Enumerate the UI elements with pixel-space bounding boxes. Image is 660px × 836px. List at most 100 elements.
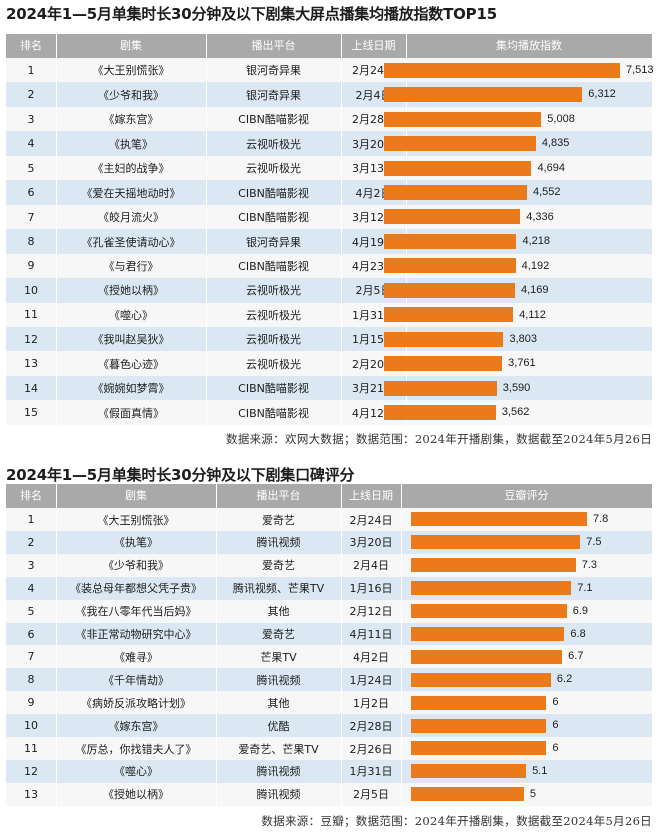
column-divider bbox=[206, 82, 207, 108]
column-divider bbox=[206, 351, 207, 377]
bar bbox=[384, 307, 514, 323]
column-header: 播出平台 bbox=[251, 39, 296, 52]
drama-cell: 《假面真情》 bbox=[98, 406, 164, 420]
data-label: 4,169 bbox=[520, 284, 549, 297]
rank-cell: 4 bbox=[27, 137, 35, 151]
column-header: 播出平台 bbox=[256, 489, 301, 502]
rank-cell: 7 bbox=[27, 650, 35, 664]
column-divider bbox=[56, 302, 57, 328]
column-header: 上线日期 bbox=[351, 39, 396, 52]
column-divider bbox=[206, 326, 207, 352]
column-divider bbox=[206, 375, 207, 401]
column-divider bbox=[56, 326, 57, 352]
platform-cell: 腾讯视频 bbox=[256, 673, 301, 687]
bar bbox=[384, 62, 620, 78]
column-divider bbox=[341, 278, 342, 303]
column-divider bbox=[56, 278, 57, 303]
rank-cell: 1 bbox=[27, 63, 35, 77]
rank-cell: 11 bbox=[24, 308, 38, 322]
drama-cell: 《爱在天摇地动时》 bbox=[81, 186, 181, 200]
column-divider bbox=[341, 180, 342, 205]
rank-cell: 6 bbox=[27, 186, 35, 200]
column-divider bbox=[56, 782, 57, 806]
rank-cell: 13 bbox=[24, 787, 38, 801]
platform-cell: 云视听极光 bbox=[246, 357, 301, 371]
column-divider bbox=[401, 737, 402, 761]
rank-cell: 13 bbox=[24, 357, 38, 371]
column-divider bbox=[56, 400, 57, 426]
column-divider bbox=[56, 645, 57, 669]
column-divider bbox=[56, 58, 57, 83]
rank-cell: 8 bbox=[27, 673, 35, 687]
rank-cell: 12 bbox=[24, 764, 38, 778]
table-row: 9 《病娇反派攻略计划》 其他 1月2日 6 bbox=[6, 691, 652, 715]
bar bbox=[384, 87, 583, 103]
column-divider bbox=[206, 58, 207, 83]
column-divider bbox=[56, 622, 57, 646]
bar bbox=[411, 764, 527, 779]
column-divider bbox=[216, 737, 217, 761]
table-row: 7 《难寻》 芒果TV 4月2日 6.7 bbox=[6, 645, 652, 669]
column-divider bbox=[401, 484, 402, 508]
column-divider bbox=[216, 599, 217, 623]
column-divider bbox=[56, 351, 57, 377]
column-header: 集均播放指数 bbox=[496, 39, 562, 52]
rank-cell: 8 bbox=[27, 235, 35, 249]
column-divider bbox=[401, 691, 402, 715]
rank-cell: 5 bbox=[27, 604, 35, 618]
platform-cell: 银河奇异果 bbox=[246, 64, 301, 78]
drama-cell: 《非正常动物研究中心》 bbox=[75, 628, 197, 642]
date-cell: 4月2日 bbox=[355, 186, 392, 200]
column-divider bbox=[341, 576, 342, 600]
table-1: 排名 剧集 播出平台 上线日期 集均播放指数 1 《大王别慌张》 银河奇异果 2月24日 7,51… bbox=[6, 34, 654, 426]
table-2: 排名 剧集 播出平台 上线日期 豆瓣评分 1 《大王别慌张》 爱奇艺 2月24日 7.8 2 《执笔》… bbox=[6, 484, 652, 806]
column-divider bbox=[56, 82, 57, 108]
column-divider bbox=[341, 302, 342, 328]
data-label: 5,008 bbox=[547, 112, 575, 125]
drama-cell: 《嫁东宫》 bbox=[103, 113, 159, 127]
platform-cell: CIBN酷喵影视 bbox=[238, 211, 309, 225]
date-cell: 2月4日 bbox=[353, 559, 389, 573]
column-divider bbox=[401, 714, 402, 738]
source-note-2: 数据来源：豆瓣；数据范围：2024年开播剧集，数据截至2024年5月26日 bbox=[261, 814, 652, 828]
date-cell: 2月26日 bbox=[349, 742, 393, 756]
column-divider bbox=[56, 668, 57, 692]
data-label: 6.2 bbox=[556, 673, 573, 686]
column-divider bbox=[206, 302, 207, 328]
data-label: 4,112 bbox=[519, 308, 546, 321]
platform-cell: 云视听极光 bbox=[246, 162, 301, 176]
column-divider bbox=[216, 714, 217, 738]
platform-cell: 腾讯视频 bbox=[256, 788, 301, 802]
rank-cell: 10 bbox=[24, 719, 38, 733]
column-divider bbox=[216, 622, 217, 646]
bar bbox=[384, 380, 497, 396]
table-row: 11 《厉总，你找错夫人了》 爱奇艺、芒果TV 2月26日 6 bbox=[6, 737, 652, 761]
column-divider bbox=[216, 553, 217, 577]
date-cell: 4月11日 bbox=[349, 628, 393, 642]
date-cell: 2月5日 bbox=[353, 788, 389, 802]
data-label: 7.1 bbox=[577, 581, 593, 594]
column-divider bbox=[216, 759, 217, 784]
chart-title-1: 2024年1—5月单集时长30分钟及以下剧集大屏点播集均播放指数TOP15 bbox=[6, 5, 497, 23]
column-divider bbox=[341, 530, 342, 555]
date-cell: 4月2日 bbox=[353, 650, 389, 664]
platform-cell: 爱奇艺、芒果TV bbox=[238, 742, 319, 756]
column-divider bbox=[56, 508, 57, 532]
data-label: 3,562 bbox=[501, 406, 530, 419]
column-divider bbox=[341, 714, 342, 738]
date-cell: 2月24日 bbox=[349, 513, 393, 527]
data-label: 7.8 bbox=[593, 513, 609, 525]
platform-cell: 云视听极光 bbox=[246, 137, 301, 151]
data-label: 4,192 bbox=[521, 259, 550, 272]
column-header: 上线日期 bbox=[349, 489, 393, 502]
rank-cell: 9 bbox=[27, 696, 35, 710]
table-row: 11 《噬心》 云视听极光 1月31日 4,112 bbox=[6, 302, 652, 328]
platform-cell: CIBN酷喵影视 bbox=[238, 113, 309, 127]
data-label: 4,218 bbox=[522, 235, 551, 248]
platform-cell: CIBN酷喵影视 bbox=[238, 406, 309, 420]
drama-cell: 《婉婉如梦霄》 bbox=[92, 382, 170, 396]
table-row: 5 《主妇的战争》 云视听极光 3月13日 4,694 bbox=[6, 155, 652, 181]
drama-cell: 《千年情劫》 bbox=[103, 673, 169, 687]
column-header: 排名 bbox=[20, 489, 42, 502]
rank-cell: 2 bbox=[27, 88, 35, 102]
